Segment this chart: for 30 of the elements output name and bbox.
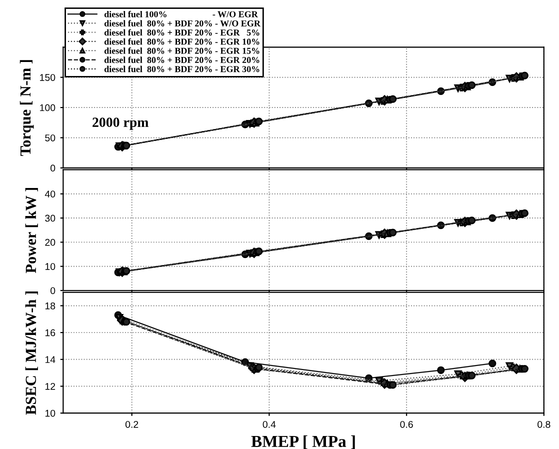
legend-label: diesel fuel 80% + BDF 20% - EGR 20% xyxy=(104,56,260,64)
y-tick-label: 150 xyxy=(40,74,56,81)
y-tick-label: 10 xyxy=(45,410,56,417)
x-tick-label: 0.6 xyxy=(400,420,413,428)
y-axis-title: Torque [ N-m ] xyxy=(20,60,34,156)
y-tick-label: 14 xyxy=(45,356,56,363)
y-tick-label: 0 xyxy=(50,164,56,172)
legend-label: diesel fuel 80% + BDF 20% - EGR 5% xyxy=(104,29,260,36)
legend-label: diesel fuel 80% + BDF 20% - W/O EGR xyxy=(104,20,261,26)
y-tick-label: 0 xyxy=(50,287,56,294)
y-tick-label: 30 xyxy=(45,214,56,222)
y-tick-label: 18 xyxy=(45,302,56,310)
y-tick-label: 16 xyxy=(45,329,56,336)
legend-label: diesel fuel 100% - W/O EGR xyxy=(104,10,258,18)
x-tick-label: 0.4 xyxy=(262,420,276,428)
legend-label: diesel fuel 80% + BDF 20% - EGR 30% xyxy=(104,66,260,72)
y-tick-label: 100 xyxy=(40,104,56,112)
y-tick-label: 40 xyxy=(44,190,56,198)
y-tick-label: 20 xyxy=(45,238,56,246)
y-tick-label: 10 xyxy=(45,263,56,270)
y-axis-title: BSEC [ MJ/kW-h ] xyxy=(25,292,38,415)
x-tick-label: 0.8 xyxy=(538,420,550,428)
x-tick-label: 0.2 xyxy=(125,420,138,428)
y-tick-label: 50 xyxy=(45,134,56,142)
y-tick-label: 12 xyxy=(45,382,56,390)
legend-label: diesel fuel 80% + BDF 20% - EGR 15% xyxy=(104,47,260,54)
x-axis-title: BMEP [ MPa ] xyxy=(251,435,355,449)
y-axis-title: Power [ kW ] xyxy=(25,188,38,274)
legend-label: diesel fuel 80% + BDF 20% - EGR 10% xyxy=(104,38,260,45)
annotation: 2000 rpm xyxy=(92,118,148,130)
